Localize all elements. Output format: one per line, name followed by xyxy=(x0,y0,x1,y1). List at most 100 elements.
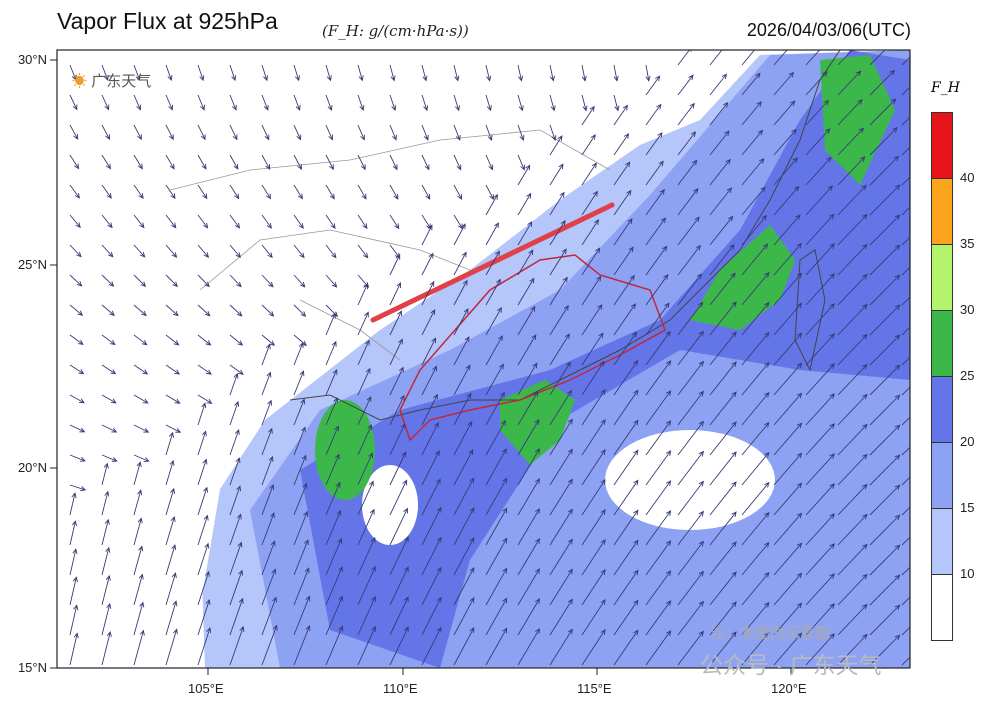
wind-arrow xyxy=(709,421,737,456)
wind-arrow xyxy=(293,154,302,171)
low-flux-area xyxy=(362,465,418,545)
wind-arrow xyxy=(389,310,402,336)
wind-arrow xyxy=(549,598,573,636)
wind-arrow xyxy=(549,448,573,486)
wind-arrow xyxy=(101,462,109,486)
wind-arrow xyxy=(645,188,665,216)
wind-arrow xyxy=(421,280,435,306)
wind-arrow xyxy=(613,133,630,156)
wind-arrow xyxy=(709,272,736,306)
wind-arrow xyxy=(261,214,272,229)
wind-arrow xyxy=(645,103,662,126)
wind-arrow xyxy=(805,543,835,576)
wind-arrow xyxy=(325,94,333,112)
wind-arrow xyxy=(293,370,305,396)
wind-arrow xyxy=(485,537,508,576)
wind-arrow xyxy=(293,595,311,636)
wind-arrow xyxy=(869,155,900,186)
wind-arrow xyxy=(293,426,306,456)
wind-arrow xyxy=(869,50,886,66)
wind-arrow xyxy=(645,510,672,546)
wind-arrow xyxy=(741,129,764,156)
lon-label: 120°E xyxy=(771,681,807,696)
lat-label: 15°N xyxy=(17,660,47,675)
wind-arrow xyxy=(581,449,606,486)
wind-arrow xyxy=(101,244,114,258)
wind-arrow xyxy=(805,156,832,186)
wind-arrow xyxy=(293,625,311,666)
colorbar-swatch xyxy=(931,376,953,443)
wind-arrow xyxy=(677,102,695,126)
wind-arrow xyxy=(133,244,146,258)
watermark-note: 注：本图为示意图 xyxy=(710,625,831,642)
wind-arrow xyxy=(101,214,113,229)
wind-arrow xyxy=(581,569,606,606)
wind-arrow xyxy=(837,513,868,546)
wind-arrow xyxy=(773,214,801,246)
wind-arrow xyxy=(805,363,835,396)
wind-arrow xyxy=(261,334,276,346)
wind-arrow xyxy=(773,157,799,186)
wind-arrow xyxy=(421,626,442,666)
wind-arrow xyxy=(773,482,803,516)
wind-arrow xyxy=(613,569,639,606)
wind-arrow xyxy=(325,566,343,606)
wind-arrow xyxy=(325,124,334,141)
wind-arrow xyxy=(677,450,704,486)
wind-arrow xyxy=(613,539,639,576)
wind-arrow xyxy=(741,271,770,306)
wind-arrow xyxy=(517,628,540,666)
wind-arrow xyxy=(709,158,731,186)
wind-arrow xyxy=(517,305,536,336)
wind-arrow xyxy=(901,656,910,666)
wind-arrow xyxy=(389,507,408,546)
wind-arrow xyxy=(741,331,770,366)
wind-arrow xyxy=(901,326,910,336)
wind-arrow xyxy=(133,489,143,516)
wind-arrow xyxy=(293,482,308,516)
wind-arrow xyxy=(293,64,300,82)
wind-arrow xyxy=(837,453,868,486)
wind-arrow xyxy=(901,86,910,96)
wind-arrow xyxy=(613,479,639,516)
wind-arrow xyxy=(357,625,376,666)
wind-arrow xyxy=(101,394,117,404)
wind-arrow xyxy=(581,539,606,576)
wind-arrow xyxy=(741,157,765,186)
wind-arrow xyxy=(485,477,508,516)
wind-arrow xyxy=(837,633,868,666)
wind-arrow xyxy=(261,94,269,111)
wind-arrow xyxy=(581,599,606,636)
wind-arrow xyxy=(773,512,803,546)
wind-arrow xyxy=(389,154,398,171)
wind-arrow xyxy=(645,132,663,156)
wind-arrow xyxy=(485,507,508,546)
wind-arrow xyxy=(837,423,868,456)
wind-arrow xyxy=(805,213,835,246)
wind-arrow xyxy=(261,154,271,170)
wind-arrow xyxy=(549,191,565,216)
wind-arrow xyxy=(325,312,336,336)
wind-arrow xyxy=(869,126,898,156)
wind-arrow xyxy=(453,567,475,606)
wind-arrow xyxy=(837,393,868,426)
wind-arrow xyxy=(549,135,563,156)
wind-arrow xyxy=(837,303,868,336)
wind-arrow xyxy=(229,274,242,288)
watermark-account: 公众号 · 广东天气 xyxy=(700,652,882,678)
wind-arrow xyxy=(677,216,700,246)
wind-arrow xyxy=(677,510,704,546)
wind-arrow xyxy=(261,596,277,636)
wind-arrow xyxy=(293,274,306,288)
colorbar-swatch xyxy=(931,178,953,245)
wind-arrow xyxy=(773,632,803,666)
wind-arrow xyxy=(389,596,409,636)
wind-arrow xyxy=(677,480,704,516)
wind-arrow xyxy=(773,362,803,396)
wind-arrow xyxy=(453,537,475,576)
wind-arrow xyxy=(165,394,181,404)
wind-arrow xyxy=(389,253,401,276)
wind-arrow xyxy=(165,334,180,346)
wind-arrow xyxy=(837,603,868,636)
logo-text: 广东天气 xyxy=(91,73,152,90)
